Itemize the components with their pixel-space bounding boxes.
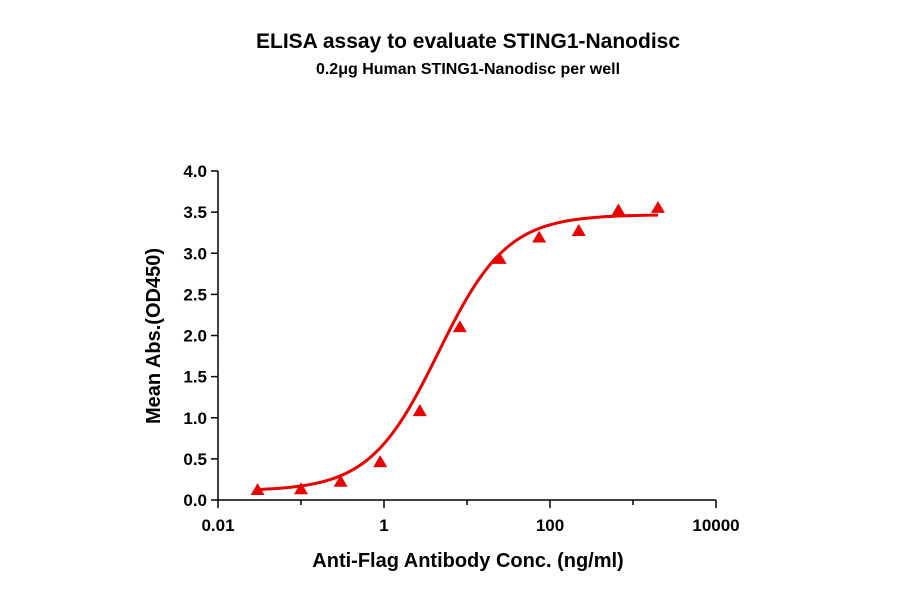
x-tick-label: 100 (536, 516, 564, 535)
y-tick-label: 3.0 (183, 244, 207, 263)
x-tick-label: 10000 (692, 516, 739, 535)
y-tick-label: 0.5 (183, 450, 207, 469)
data-point (294, 482, 308, 495)
data-point (250, 483, 265, 496)
data-point (333, 474, 348, 487)
x-tick-label: 0.01 (201, 516, 234, 535)
data-point (412, 404, 427, 417)
y-axis-label: Mean Abs.(OD450) (143, 248, 165, 424)
y-tick-label: 2.0 (183, 327, 207, 346)
fit-curve (257, 213, 659, 492)
data-point (611, 203, 626, 216)
data-point (452, 320, 467, 333)
chart-title: ELISA assay to evaluate STING1-Nanodisc (256, 30, 680, 53)
fit-curve-group (257, 213, 659, 492)
data-point (650, 201, 665, 213)
x-axis-label: Anti-Flag Antibody Conc. (ng/ml) (312, 550, 623, 572)
y-tick-label: 4.0 (183, 162, 207, 181)
y-tick-label: 2.5 (183, 285, 207, 304)
data-point (571, 224, 586, 236)
axes: 0.0 0.5 1.0 1.5 2.0 2.5 3.0 3.5 4.0 0.01 1 100 10000 (183, 162, 739, 535)
data-point (492, 252, 507, 264)
y-tick-label: 1.0 (183, 409, 207, 428)
y-tick-label: 0.0 (183, 491, 207, 510)
data-point (373, 455, 388, 468)
y-tick-label: 1.5 (183, 368, 207, 387)
data-point (532, 230, 547, 243)
chart-subtitle: 0.2μg Human STING1-Nanodisc per well (316, 61, 620, 78)
y-tick-label: 3.5 (183, 203, 207, 222)
x-tick-label: 1 (379, 516, 388, 535)
data-points-group (250, 201, 665, 496)
